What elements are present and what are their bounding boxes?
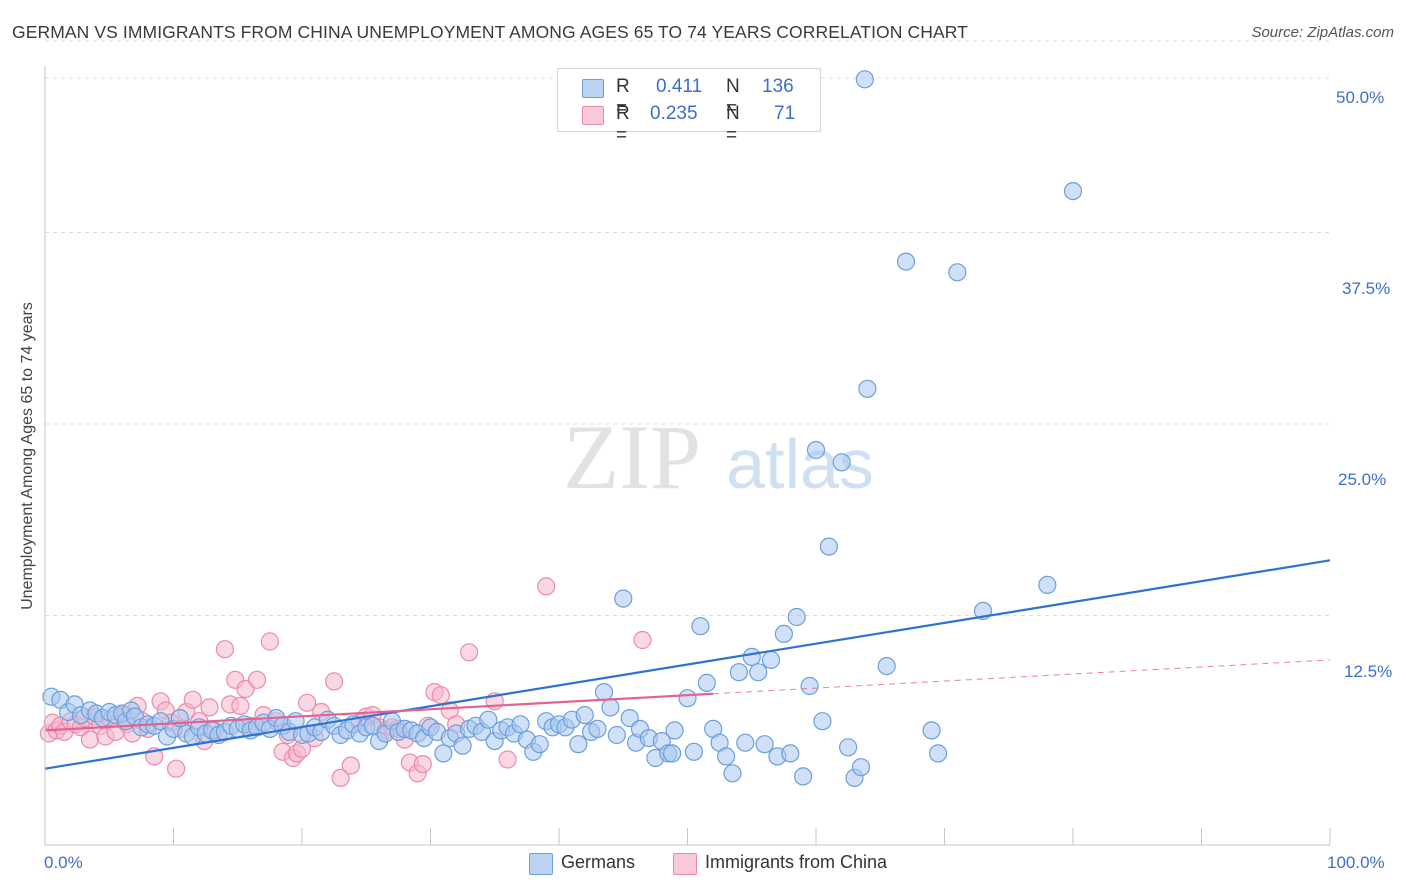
bottom-legend-swatch-blue [529, 853, 553, 875]
german-point [684, 742, 704, 761]
china-point [537, 577, 556, 596]
german-point [1038, 575, 1057, 595]
bottom-legend-swatch-pink [673, 853, 697, 875]
german-point [588, 719, 607, 739]
legend-swatch-pink [582, 106, 604, 125]
german-point [800, 676, 819, 696]
watermark: ZIP atlas [563, 406, 874, 508]
german-point [662, 744, 682, 763]
german-point [665, 721, 684, 740]
german-point [806, 440, 826, 460]
german-point [774, 624, 794, 644]
german-point [858, 379, 877, 398]
german-point [697, 673, 716, 693]
german-point [761, 650, 781, 670]
y-tick-label-50: 50.0% [1336, 88, 1385, 107]
china-point [183, 690, 202, 709]
german-point [434, 744, 453, 763]
chart-title: GERMAN VS IMMIGRANTS FROM CHINA UNEMPLOY… [12, 22, 968, 42]
china-point [341, 756, 360, 775]
german-point [922, 721, 941, 740]
x-tick-label-min: 0.0% [44, 853, 83, 872]
german-point [453, 736, 472, 755]
german-point [530, 735, 549, 754]
german-point [749, 663, 768, 682]
china-trend-line-dashed [713, 659, 1331, 695]
y-tick-label-37-5: 37.5% [1342, 279, 1391, 298]
german-point [948, 263, 967, 282]
german-point [819, 537, 839, 556]
german-point [716, 747, 736, 766]
german-point [723, 764, 742, 783]
german-point [569, 735, 588, 754]
german-point [877, 656, 896, 676]
german-point [1063, 182, 1083, 201]
x-tick-label-max: 100.0% [1327, 853, 1385, 872]
german-point [787, 607, 806, 627]
china-point [331, 768, 350, 788]
german-point [594, 682, 614, 702]
bottom-legend-label: Germans [561, 852, 636, 872]
china-point [498, 750, 517, 769]
china-point [413, 754, 432, 774]
legend-r-label: R = [616, 76, 630, 119]
german-point [928, 744, 948, 763]
china-point [231, 696, 250, 716]
german-point [607, 725, 626, 745]
watermark-zip: ZIP [563, 406, 701, 508]
german-point [729, 663, 749, 682]
y-tick-label-25: 25.0% [1338, 470, 1387, 489]
german-point [601, 698, 620, 717]
german-point [755, 735, 774, 754]
german-point [575, 705, 594, 725]
german-point [896, 252, 916, 271]
watermark-atlas: atlas [726, 425, 874, 503]
china-trend-line-solid [44, 692, 714, 732]
china-point [260, 632, 279, 651]
china-point [247, 670, 267, 689]
china-point [200, 698, 219, 717]
german-point [855, 70, 874, 89]
german-point [614, 589, 633, 608]
german-point [479, 710, 498, 729]
legend-swatch-blue [582, 79, 604, 98]
german-point [511, 715, 530, 734]
legend-n-label: N = [726, 103, 740, 146]
correlation-legend: R = 0.411 N = 136 R = 0.235 N = 71 [557, 68, 821, 146]
legend-r-label: R = [616, 103, 630, 146]
axes [44, 66, 1331, 846]
china-point [633, 630, 652, 650]
bottom-legend-label: Immigrants from China [705, 852, 888, 872]
germans-trend-line [44, 559, 1331, 770]
china-point [325, 672, 344, 691]
china-point [431, 686, 450, 705]
legend-r-value: 0.235 [650, 103, 698, 124]
trend-lines [44, 559, 1331, 770]
german-point [736, 733, 755, 752]
legend-r-value: 0.411 [656, 76, 703, 97]
china-point [167, 759, 186, 778]
legend-n-value: 136 [762, 76, 794, 97]
german-point [678, 689, 697, 708]
german-point [838, 738, 858, 757]
china-point [460, 643, 479, 662]
source-label: Source: ZipAtlas.com [1251, 24, 1394, 41]
china-point [215, 640, 234, 659]
legend-n-label: N = [726, 76, 740, 119]
german-point [691, 617, 710, 636]
german-point [793, 767, 813, 786]
legend-n-value: 71 [774, 103, 796, 124]
german-point [832, 453, 851, 472]
german-point [851, 758, 871, 777]
china-point [298, 693, 317, 712]
german-point [813, 712, 832, 731]
german-point [781, 744, 800, 763]
german-point [742, 647, 761, 667]
y-tick-label-12-5: 12.5% [1344, 662, 1393, 681]
